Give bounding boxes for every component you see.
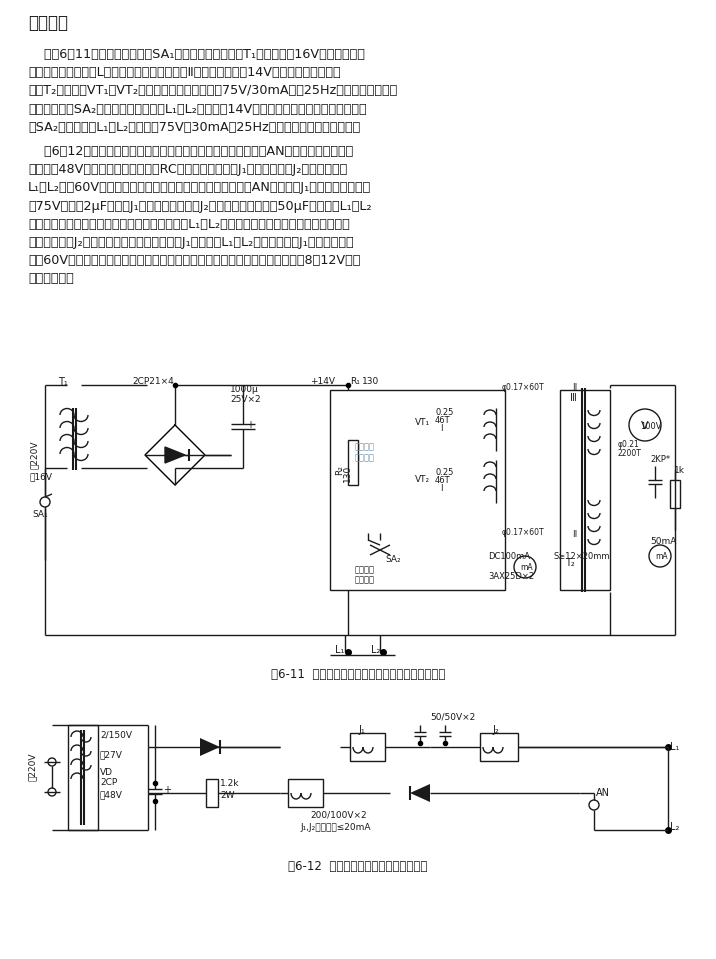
Text: VD: VD (100, 768, 113, 777)
Circle shape (629, 409, 661, 441)
Polygon shape (165, 447, 185, 463)
Text: T₂: T₂ (565, 558, 575, 568)
Text: 25V×2: 25V×2 (230, 395, 261, 404)
Text: L₁: L₁ (335, 645, 344, 655)
Text: ～220V: ～220V (30, 441, 39, 469)
Text: mA: mA (655, 552, 667, 561)
Text: L₁: L₁ (670, 742, 679, 752)
Polygon shape (410, 784, 430, 802)
Text: 交换机用: 交换机用 (355, 565, 375, 574)
Text: SA₁: SA₁ (32, 510, 48, 519)
Text: 100V: 100V (640, 422, 662, 431)
Text: 图6-12  模拟局线馈电、振铃电源电路图: 图6-12 模拟局线馈电、振铃电源电路图 (289, 860, 427, 873)
Bar (330, 390, 505, 590)
Text: mA: mA (520, 563, 533, 572)
Text: φ0.17×60T: φ0.17×60T (502, 528, 545, 537)
Text: φ0.21: φ0.21 (618, 440, 640, 449)
Bar (350, 733, 385, 761)
Text: ～27V: ～27V (100, 750, 123, 759)
Circle shape (514, 556, 536, 578)
Bar (480, 733, 518, 761)
Text: S≥12×20mm: S≥12×20mm (553, 552, 609, 561)
Text: 50/50V×2: 50/50V×2 (430, 713, 475, 722)
Text: 130: 130 (343, 465, 352, 482)
Circle shape (48, 758, 56, 766)
Text: L₂: L₂ (670, 822, 679, 832)
Bar (560, 390, 610, 590)
Text: 1.2k: 1.2k (220, 779, 239, 788)
Text: 感应线圈: 感应线圈 (355, 453, 375, 462)
Text: +: + (246, 420, 254, 430)
Text: 130: 130 (362, 377, 379, 386)
Text: Ⅰ: Ⅰ (440, 484, 442, 493)
Text: 2200T: 2200T (618, 449, 642, 458)
Bar (68, 725, 98, 830)
Bar (670, 480, 680, 508)
Text: VT₂: VT₂ (415, 475, 430, 484)
Text: 工作原理: 工作原理 (28, 14, 68, 32)
Text: J₂: J₂ (492, 725, 499, 735)
Text: 如图6－11所示，当电源开关SA₁闭合时，电源变压器T₁感应出交流16V电压，经全桥: 如图6－11所示，当电源开关SA₁闭合时，电源变压器T₁感应出交流16V电压，经… (28, 48, 365, 61)
Circle shape (48, 788, 56, 796)
Text: 50mA: 50mA (650, 537, 677, 546)
Text: V: V (641, 421, 649, 431)
Polygon shape (200, 738, 220, 756)
Text: 46T: 46T (435, 476, 450, 485)
Text: 3AX25D×2: 3AX25D×2 (488, 572, 534, 581)
Text: +14V: +14V (310, 377, 335, 386)
Text: 器供出的48V交流电经二极管整流、RC滤波限流后，通过J₁的常闭触点和J₂线圈绕组供给: 器供出的48V交流电经二极管整流、RC滤波限流后，通过J₁的常闭触点和J₂线圈绕… (28, 163, 347, 176)
Text: 按键开关: 按键开关 (355, 575, 375, 584)
Text: 压器T₂和晶体管VT₁、VT₂，产生振荡，在次级输出75V/30mA交流25Hz振铃信号供电话机: 压器T₂和晶体管VT₁、VT₂，产生振荡，在次级输出75V/30mA交流25Hz… (28, 84, 397, 98)
Text: ～16V: ～16V (30, 472, 53, 481)
Text: SA₂: SA₂ (385, 555, 401, 564)
Text: L₂: L₂ (371, 645, 380, 655)
Text: Ⅰ: Ⅰ (440, 424, 442, 433)
Text: J₁: J₁ (358, 725, 364, 735)
Text: 1k: 1k (674, 466, 685, 475)
Text: ～48V: ～48V (100, 790, 123, 799)
Text: 供通话使用。: 供通话使用。 (28, 272, 74, 286)
Bar (343, 393, 353, 421)
Text: 2CP21×4: 2CP21×4 (132, 377, 174, 386)
Text: 1000μ: 1000μ (230, 385, 258, 394)
Text: DC100mA: DC100mA (488, 552, 530, 561)
Text: Ⅱ: Ⅱ (572, 383, 576, 392)
Text: Ⅲ: Ⅲ (570, 393, 577, 403)
Text: T₁: T₁ (58, 377, 68, 387)
Text: Ⅱ: Ⅱ (572, 530, 576, 539)
Text: 2W: 2W (220, 791, 235, 800)
Text: 图6－12表示的是另一种模拟局线馈电、振铃电源电路。当开关AN未闭合时，电源变压: 图6－12表示的是另一种模拟局线馈电、振铃电源电路。当开关AN未闭合时，电源变压 (28, 145, 353, 158)
Text: φ0.17×60T: φ0.17×60T (502, 383, 545, 392)
Text: 图6-11  检修电话机用的直流电源和振铃信号电路图: 图6-11 检修电话机用的直流电源和振铃信号电路图 (271, 668, 445, 681)
Text: 流75V电压经2μF电容和J₁的常闭触点，又经J₂线圈绕组并联的两只50μF电解，在L₁、L₂: 流75V电压经2μF电容和J₁的常闭触点，又经J₂线圈绕组并联的两只50μF电解… (28, 199, 372, 213)
Text: 0.25: 0.25 (435, 408, 453, 417)
Text: +: + (163, 785, 171, 795)
Text: 2CP: 2CP (100, 778, 117, 787)
Text: 话机手柄时，J₂线圈绕组有电流流过而吸合，J₁被释放。L₁、L₂两端则变为由J₁常闭触点输出: 话机手柄时，J₂线圈绕组有电流流过而吸合，J₁被释放。L₁、L₂两端则变为由J₁… (28, 236, 354, 249)
Text: 46T: 46T (435, 416, 450, 425)
Text: ～220V: ～220V (28, 753, 37, 782)
Text: VT₁: VT₁ (415, 418, 430, 427)
Circle shape (649, 545, 671, 567)
Text: AN: AN (596, 788, 610, 798)
Text: 直流60V，由于这时话机手柄已被提起，话机本身内阻串入电路，而使电压降至8～12V左右: 直流60V，由于这时话机手柄已被提起，话机本身内阻串入电路，而使电压降至8～12… (28, 254, 360, 268)
Text: 2/150V: 2/150V (100, 730, 132, 739)
Bar (348, 440, 358, 485)
Text: R₂: R₂ (335, 465, 344, 475)
Text: 电话机用: 电话机用 (355, 442, 375, 451)
Bar (288, 779, 323, 807)
Text: 2KP*: 2KP* (650, 455, 670, 464)
Text: J₁,J₂驱动电流≤20mA: J₁,J₂驱动电流≤20mA (300, 823, 370, 832)
Circle shape (40, 497, 50, 507)
Circle shape (589, 800, 599, 810)
Text: 关SA₂向下时，在L₁、L₂两端产生75V、30mA、25Hz交流铃流供话机振铃使用。: 关SA₂向下时，在L₁、L₂两端产生75V、30mA、25Hz交流铃流供话机振铃… (28, 121, 360, 134)
Bar (206, 779, 218, 807)
Text: 振铃使用。当SA₂键开关向上时，供给L₁、L₂端子直流14V作为电话机的直流电源。当扳键开: 振铃使用。当SA₂键开关向上时，供给L₁、L₂端子直流14V作为电话机的直流电源… (28, 103, 367, 116)
Text: 0.25: 0.25 (435, 468, 453, 477)
Text: 200/100V×2: 200/100V×2 (310, 811, 367, 820)
Text: L₁、L₂两端60V左右的直流电，作为话机的直流电源。当开关AN闭合时，J₁吸合，变压器的交: L₁、L₂两端60V左右的直流电，作为话机的直流电源。当开关AN闭合时，J₁吸合… (28, 181, 372, 195)
Text: R₁: R₁ (350, 377, 360, 386)
Text: 整流后，再经过电感L和两只电解电容器组成的Ⅱ型滤波后，产生14V直流电压加至自激变: 整流后，再经过电感L和两只电解电容器组成的Ⅱ型滤波后，产生14V直流电压加至自激… (28, 66, 341, 80)
Text: 两端产生振铃铃流作为话机振铃使用。这时如果L₁、L₂两端接有话机时，则话机振铃。当拿起: 两端产生振铃铃流作为话机振铃使用。这时如果L₁、L₂两端接有话机时，则话机振铃。… (28, 218, 349, 231)
